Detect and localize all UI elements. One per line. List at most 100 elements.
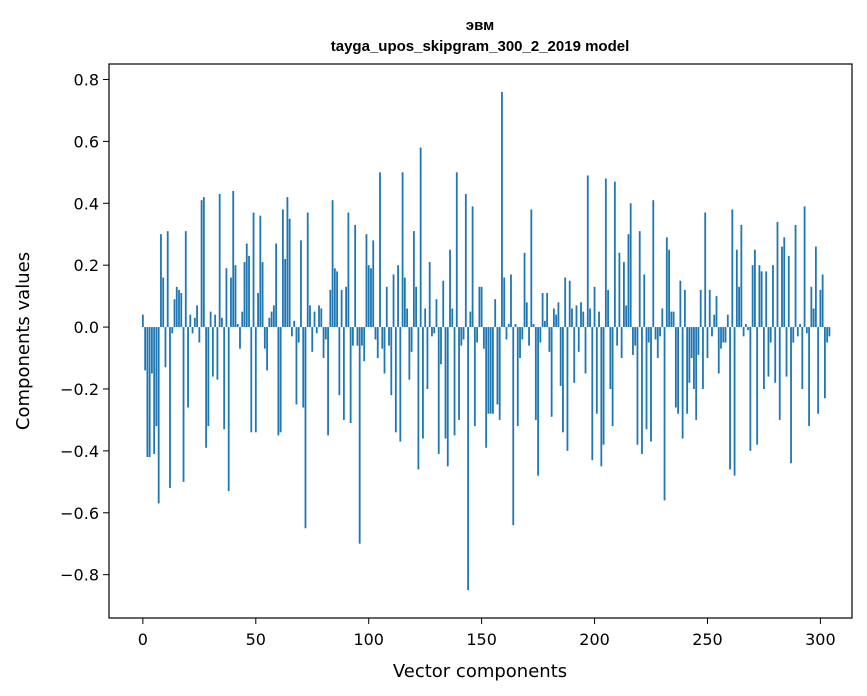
bar-component-179 [546,293,549,328]
bar-component-289 [794,224,797,328]
bar-component-107 [383,327,386,374]
bar-component-249 [704,212,707,328]
bar-component-285 [785,327,788,377]
bar-component-153 [487,327,490,414]
bar-component-184 [557,302,560,328]
bar-component-247 [699,289,702,328]
bar-component-173 [532,323,535,328]
bar-component-140 [458,327,460,420]
bar-component-21 [189,314,192,328]
bar-component-91 [347,212,350,328]
bar-component-192 [575,305,578,328]
bar-component-62 [281,209,284,328]
bar-component-280 [774,327,777,383]
bar-component-185 [559,327,562,386]
bar-component-74 [309,305,311,328]
bar-component-262 [733,327,736,476]
bar-component-31 [211,327,214,377]
bar-component-256 [720,327,722,349]
bar-component-299 [817,327,820,414]
bar-component-26 [200,200,203,328]
bar-component-51 [257,293,259,328]
bar-component-273 [758,265,761,328]
bar-component-232 [665,237,668,328]
bar-component-197 [586,175,589,328]
bar-component-287 [790,327,792,464]
bar-component-136 [449,249,451,328]
bar-component-297 [812,308,815,328]
bar-component-17 [180,293,183,328]
y-tick-label: 0.2 [74,256,99,275]
bar-component-49 [252,212,255,328]
bar-component-186 [562,327,564,433]
bar-component-13 [171,327,174,334]
bar-component-171 [528,327,530,346]
y-tick-label: 0.4 [74,194,99,213]
x-tick-label: 250 [692,630,723,649]
bar-component-195 [582,311,585,328]
bar-component-190 [571,308,573,328]
bar-component-47 [248,255,250,328]
bar-component-133 [442,280,445,328]
bar-component-72 [304,327,307,529]
bar-component-105 [379,172,381,328]
bar-component-22 [191,327,194,334]
bar-component-214 [625,305,628,328]
y-tick-label: −0.4 [60,442,99,461]
bar-component-180 [548,327,551,352]
y-axis-ticks: −0.8 −0.6 −0.4 −0.2 0.0 0.2 0.4 0.6 0.8 [60,70,109,585]
bar-component-243 [690,327,693,359]
bar-component-204 [602,327,605,445]
plot-frame [108,63,853,619]
bar-component-165 [514,323,517,328]
bar-component-291 [799,323,801,328]
bar-component-213 [623,262,625,328]
bar-component-272 [756,327,759,445]
bar-component-219 [636,327,639,445]
bar-component-224 [647,327,650,343]
bar-component-147 [473,327,476,427]
bar-component-304 [828,327,831,337]
bar-component-103 [374,327,377,340]
bar-component-169 [523,252,526,328]
y-tick-label: 0.6 [74,132,99,151]
bar-component-183 [555,314,558,328]
bar-component-27 [202,197,205,328]
bar-component-46 [245,243,248,328]
bar-component-194 [580,302,582,328]
bar-component-101 [370,268,372,328]
bar-component-87 [338,327,341,396]
bar-component-206 [607,289,609,328]
bar-component-130 [435,299,438,328]
bar-component-131 [437,327,440,454]
bar-component-134 [444,327,447,439]
bar-component-16 [178,289,180,328]
bar-component-63 [284,258,287,328]
bar-component-24 [196,305,198,328]
bar-component-168 [521,327,524,340]
bar-component-233 [668,249,670,328]
bar-component-83 [329,289,332,328]
bar-component-88 [340,289,343,328]
bar-component-138 [453,327,456,436]
bar-component-279 [772,265,774,328]
bar-component-42 [236,323,239,328]
bar-component-254 [715,296,718,328]
bar-component-236 [674,327,677,408]
bar-component-286 [787,255,790,328]
bar-component-30 [209,311,212,328]
bar-component-221 [641,327,643,454]
bar-component-36 [223,327,226,430]
bar-component-28 [205,327,208,448]
bar-component-174 [534,327,537,420]
bar-component-80 [322,327,325,359]
bar-component-68 [295,327,298,405]
bar-component-187 [564,277,567,328]
bar-component-215 [627,234,630,328]
bar-component-97 [361,327,363,346]
bar-component-58 [272,305,275,328]
bar-component-86 [336,271,338,328]
bar-component-240 [683,289,686,328]
bar-component-271 [753,249,756,328]
